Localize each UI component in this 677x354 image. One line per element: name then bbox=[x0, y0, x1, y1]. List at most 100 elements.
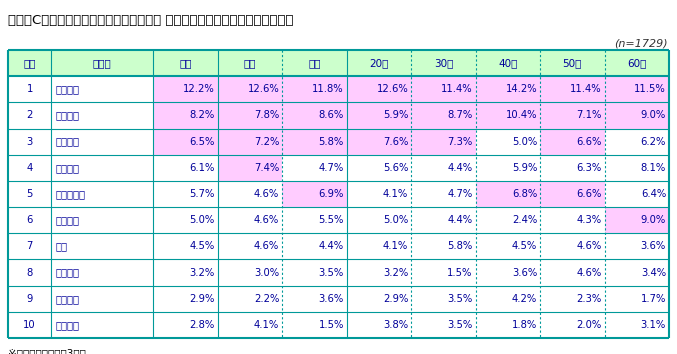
Bar bbox=[282, 286, 347, 312]
Bar bbox=[476, 102, 540, 129]
Bar bbox=[51, 102, 154, 129]
Bar bbox=[8, 50, 51, 76]
Text: 5.8%: 5.8% bbox=[318, 137, 344, 147]
Bar bbox=[411, 50, 476, 76]
Bar bbox=[8, 286, 51, 312]
Bar bbox=[605, 286, 669, 312]
Bar bbox=[476, 155, 540, 181]
Bar bbox=[282, 233, 347, 259]
Text: 11.4%: 11.4% bbox=[570, 84, 602, 94]
Bar bbox=[411, 233, 476, 259]
Text: 徳川家康: 徳川家康 bbox=[56, 163, 79, 173]
Bar bbox=[476, 259, 540, 286]
Bar bbox=[605, 76, 669, 102]
Text: 2.9%: 2.9% bbox=[383, 294, 408, 304]
Text: 7.6%: 7.6% bbox=[383, 137, 408, 147]
Text: 60代: 60代 bbox=[627, 58, 647, 68]
Text: 9.0%: 9.0% bbox=[640, 110, 666, 120]
Bar bbox=[540, 312, 605, 338]
Text: 2.3%: 2.3% bbox=[576, 294, 602, 304]
Bar bbox=[154, 286, 218, 312]
Text: 4.6%: 4.6% bbox=[576, 241, 602, 251]
Bar bbox=[282, 102, 347, 129]
Bar bbox=[476, 129, 540, 155]
Bar bbox=[8, 181, 51, 207]
Bar bbox=[51, 207, 154, 233]
Bar bbox=[476, 233, 540, 259]
Text: 4.6%: 4.6% bbox=[576, 268, 602, 278]
Text: 3.4%: 3.4% bbox=[641, 268, 666, 278]
Text: 2.9%: 2.9% bbox=[190, 294, 215, 304]
Text: 5.0%: 5.0% bbox=[512, 137, 537, 147]
Text: 渋沢栄一: 渋沢栄一 bbox=[56, 215, 79, 225]
Text: 7.3%: 7.3% bbox=[447, 137, 473, 147]
Text: 4.3%: 4.3% bbox=[576, 215, 602, 225]
Text: 豊臣秀吉: 豊臣秀吉 bbox=[56, 320, 79, 330]
Bar bbox=[347, 129, 411, 155]
Text: 3: 3 bbox=[26, 137, 32, 147]
Text: 4.7%: 4.7% bbox=[318, 163, 344, 173]
Bar bbox=[51, 129, 154, 155]
Text: 9: 9 bbox=[26, 294, 32, 304]
Text: 11.4%: 11.4% bbox=[441, 84, 473, 94]
Bar bbox=[8, 102, 51, 129]
Text: 3.5%: 3.5% bbox=[447, 320, 473, 330]
Text: 坂本龍馬: 坂本龍馬 bbox=[56, 110, 79, 120]
Bar bbox=[154, 207, 218, 233]
Bar bbox=[540, 50, 605, 76]
Bar bbox=[347, 155, 411, 181]
Text: 5.0%: 5.0% bbox=[383, 215, 408, 225]
Text: 4.5%: 4.5% bbox=[512, 241, 537, 251]
Bar bbox=[218, 259, 282, 286]
Bar bbox=[347, 233, 411, 259]
Text: 5.0%: 5.0% bbox=[190, 215, 215, 225]
Text: 50代: 50代 bbox=[563, 58, 582, 68]
Bar bbox=[411, 155, 476, 181]
Text: 2.2%: 2.2% bbox=[254, 294, 280, 304]
Bar bbox=[411, 129, 476, 155]
Text: 1: 1 bbox=[26, 84, 32, 94]
Text: 8.2%: 8.2% bbox=[190, 110, 215, 120]
Bar bbox=[540, 207, 605, 233]
Bar bbox=[218, 76, 282, 102]
Bar bbox=[476, 50, 540, 76]
Text: 7.8%: 7.8% bbox=[254, 110, 280, 120]
Bar bbox=[476, 286, 540, 312]
Text: 7.1%: 7.1% bbox=[576, 110, 602, 120]
Text: 12.6%: 12.6% bbox=[376, 84, 408, 94]
Bar bbox=[347, 312, 411, 338]
Bar bbox=[411, 207, 476, 233]
Text: 6.1%: 6.1% bbox=[190, 163, 215, 173]
Bar bbox=[540, 259, 605, 286]
Bar bbox=[218, 181, 282, 207]
Text: 1.7%: 1.7% bbox=[640, 294, 666, 304]
Text: 5.8%: 5.8% bbox=[447, 241, 473, 251]
Bar bbox=[51, 286, 154, 312]
Text: 4.6%: 4.6% bbox=[254, 189, 280, 199]
Bar bbox=[347, 181, 411, 207]
Text: 6: 6 bbox=[26, 215, 32, 225]
Bar bbox=[540, 286, 605, 312]
Bar bbox=[282, 207, 347, 233]
Bar bbox=[218, 207, 282, 233]
Text: 3.2%: 3.2% bbox=[190, 268, 215, 278]
Bar bbox=[218, 233, 282, 259]
Bar bbox=[605, 233, 669, 259]
Bar bbox=[411, 76, 476, 102]
Bar bbox=[605, 259, 669, 286]
Bar bbox=[8, 259, 51, 286]
Bar bbox=[282, 155, 347, 181]
Text: 6.8%: 6.8% bbox=[512, 189, 537, 199]
Text: 8: 8 bbox=[26, 268, 32, 278]
Bar bbox=[8, 207, 51, 233]
Text: 4: 4 bbox=[26, 163, 32, 173]
Bar bbox=[282, 259, 347, 286]
Bar bbox=[154, 50, 218, 76]
Text: 3.5%: 3.5% bbox=[447, 294, 473, 304]
Text: 11.5%: 11.5% bbox=[634, 84, 666, 94]
Text: 人物名: 人物名 bbox=[93, 58, 112, 68]
Bar bbox=[154, 155, 218, 181]
Bar bbox=[154, 312, 218, 338]
Text: 1.5%: 1.5% bbox=[318, 320, 344, 330]
Text: 4.1%: 4.1% bbox=[383, 241, 408, 251]
